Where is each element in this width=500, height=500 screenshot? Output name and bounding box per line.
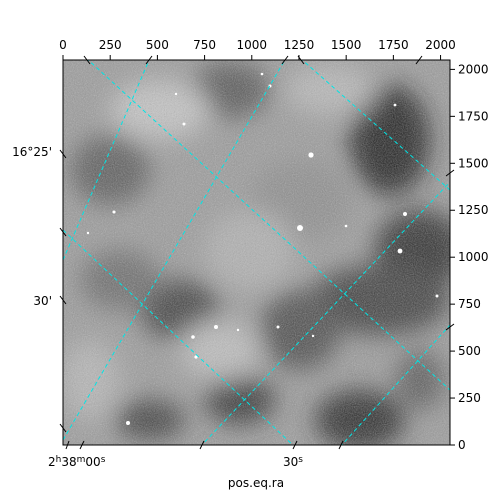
top-tick-label: 1250 [284, 38, 315, 52]
x-axis-label: pos.eq.ra [228, 476, 284, 490]
top-wcs-tick [145, 55, 153, 65]
right-tick-label: 1250 [458, 203, 489, 217]
grid-line [63, 60, 150, 261]
ra-tick [292, 440, 298, 450]
dec-label-16-25: 16°25' [12, 145, 52, 159]
dec-tick [59, 227, 67, 237]
ra-tick [79, 440, 85, 450]
top-tick-label: 750 [193, 38, 216, 52]
grid-line [201, 181, 450, 445]
right-tick-label: 750 [458, 297, 481, 311]
top-pixel-axis: 0 250 500 750 1000 1250 1500 1750 2000 [59, 38, 456, 60]
grid-line [341, 324, 450, 445]
right-wcs-tick [445, 323, 455, 331]
top-wcs-tick [415, 55, 423, 65]
ra-tick [65, 440, 70, 450]
top-tick-label: 1000 [237, 38, 268, 52]
right-tick-label: 0 [458, 438, 466, 452]
top-wcs-tick [83, 55, 91, 65]
top-tick-label: 250 [99, 38, 122, 52]
grid-line [87, 60, 450, 391]
ra-tick [199, 440, 205, 450]
top-tick-label: 0 [59, 38, 67, 52]
right-tick-label: 2000 [458, 62, 489, 76]
top-tick-label: 1500 [331, 38, 362, 52]
ra-label-30s: 30s [283, 455, 303, 469]
ra-tick [338, 440, 344, 450]
dec-tick [59, 295, 67, 305]
stars [86, 72, 439, 425]
right-tick-label: 1000 [458, 250, 489, 264]
dec-tick [59, 423, 67, 433]
right-tick-label: 500 [458, 344, 481, 358]
top-wcs-tick [281, 55, 289, 65]
right-tick-label: 1500 [458, 156, 489, 170]
grid-line [63, 229, 294, 445]
ra-label-2h38m00s: 2h38m00s [48, 455, 106, 469]
right-pixel-axis: 0 250 500 750 1000 1250 1500 1750 2000 [450, 62, 489, 452]
grid-line [301, 60, 450, 191]
plot-frame [62, 59, 451, 446]
dec-label-30: 30' [33, 294, 52, 308]
sky-image [63, 60, 450, 445]
grid-line [63, 60, 286, 441]
right-wcs-tick [445, 169, 455, 177]
top-tick-label: 1750 [378, 38, 409, 52]
top-tick-label: 2000 [425, 38, 456, 52]
right-tick-label: 250 [458, 391, 481, 405]
top-tick-label: 500 [146, 38, 169, 52]
wcs-ticks [59, 55, 455, 450]
dec-tick [59, 149, 67, 159]
top-wcs-tick [297, 55, 305, 65]
wcs-coordinate-grid [63, 60, 450, 445]
right-tick-label: 1750 [458, 109, 489, 123]
